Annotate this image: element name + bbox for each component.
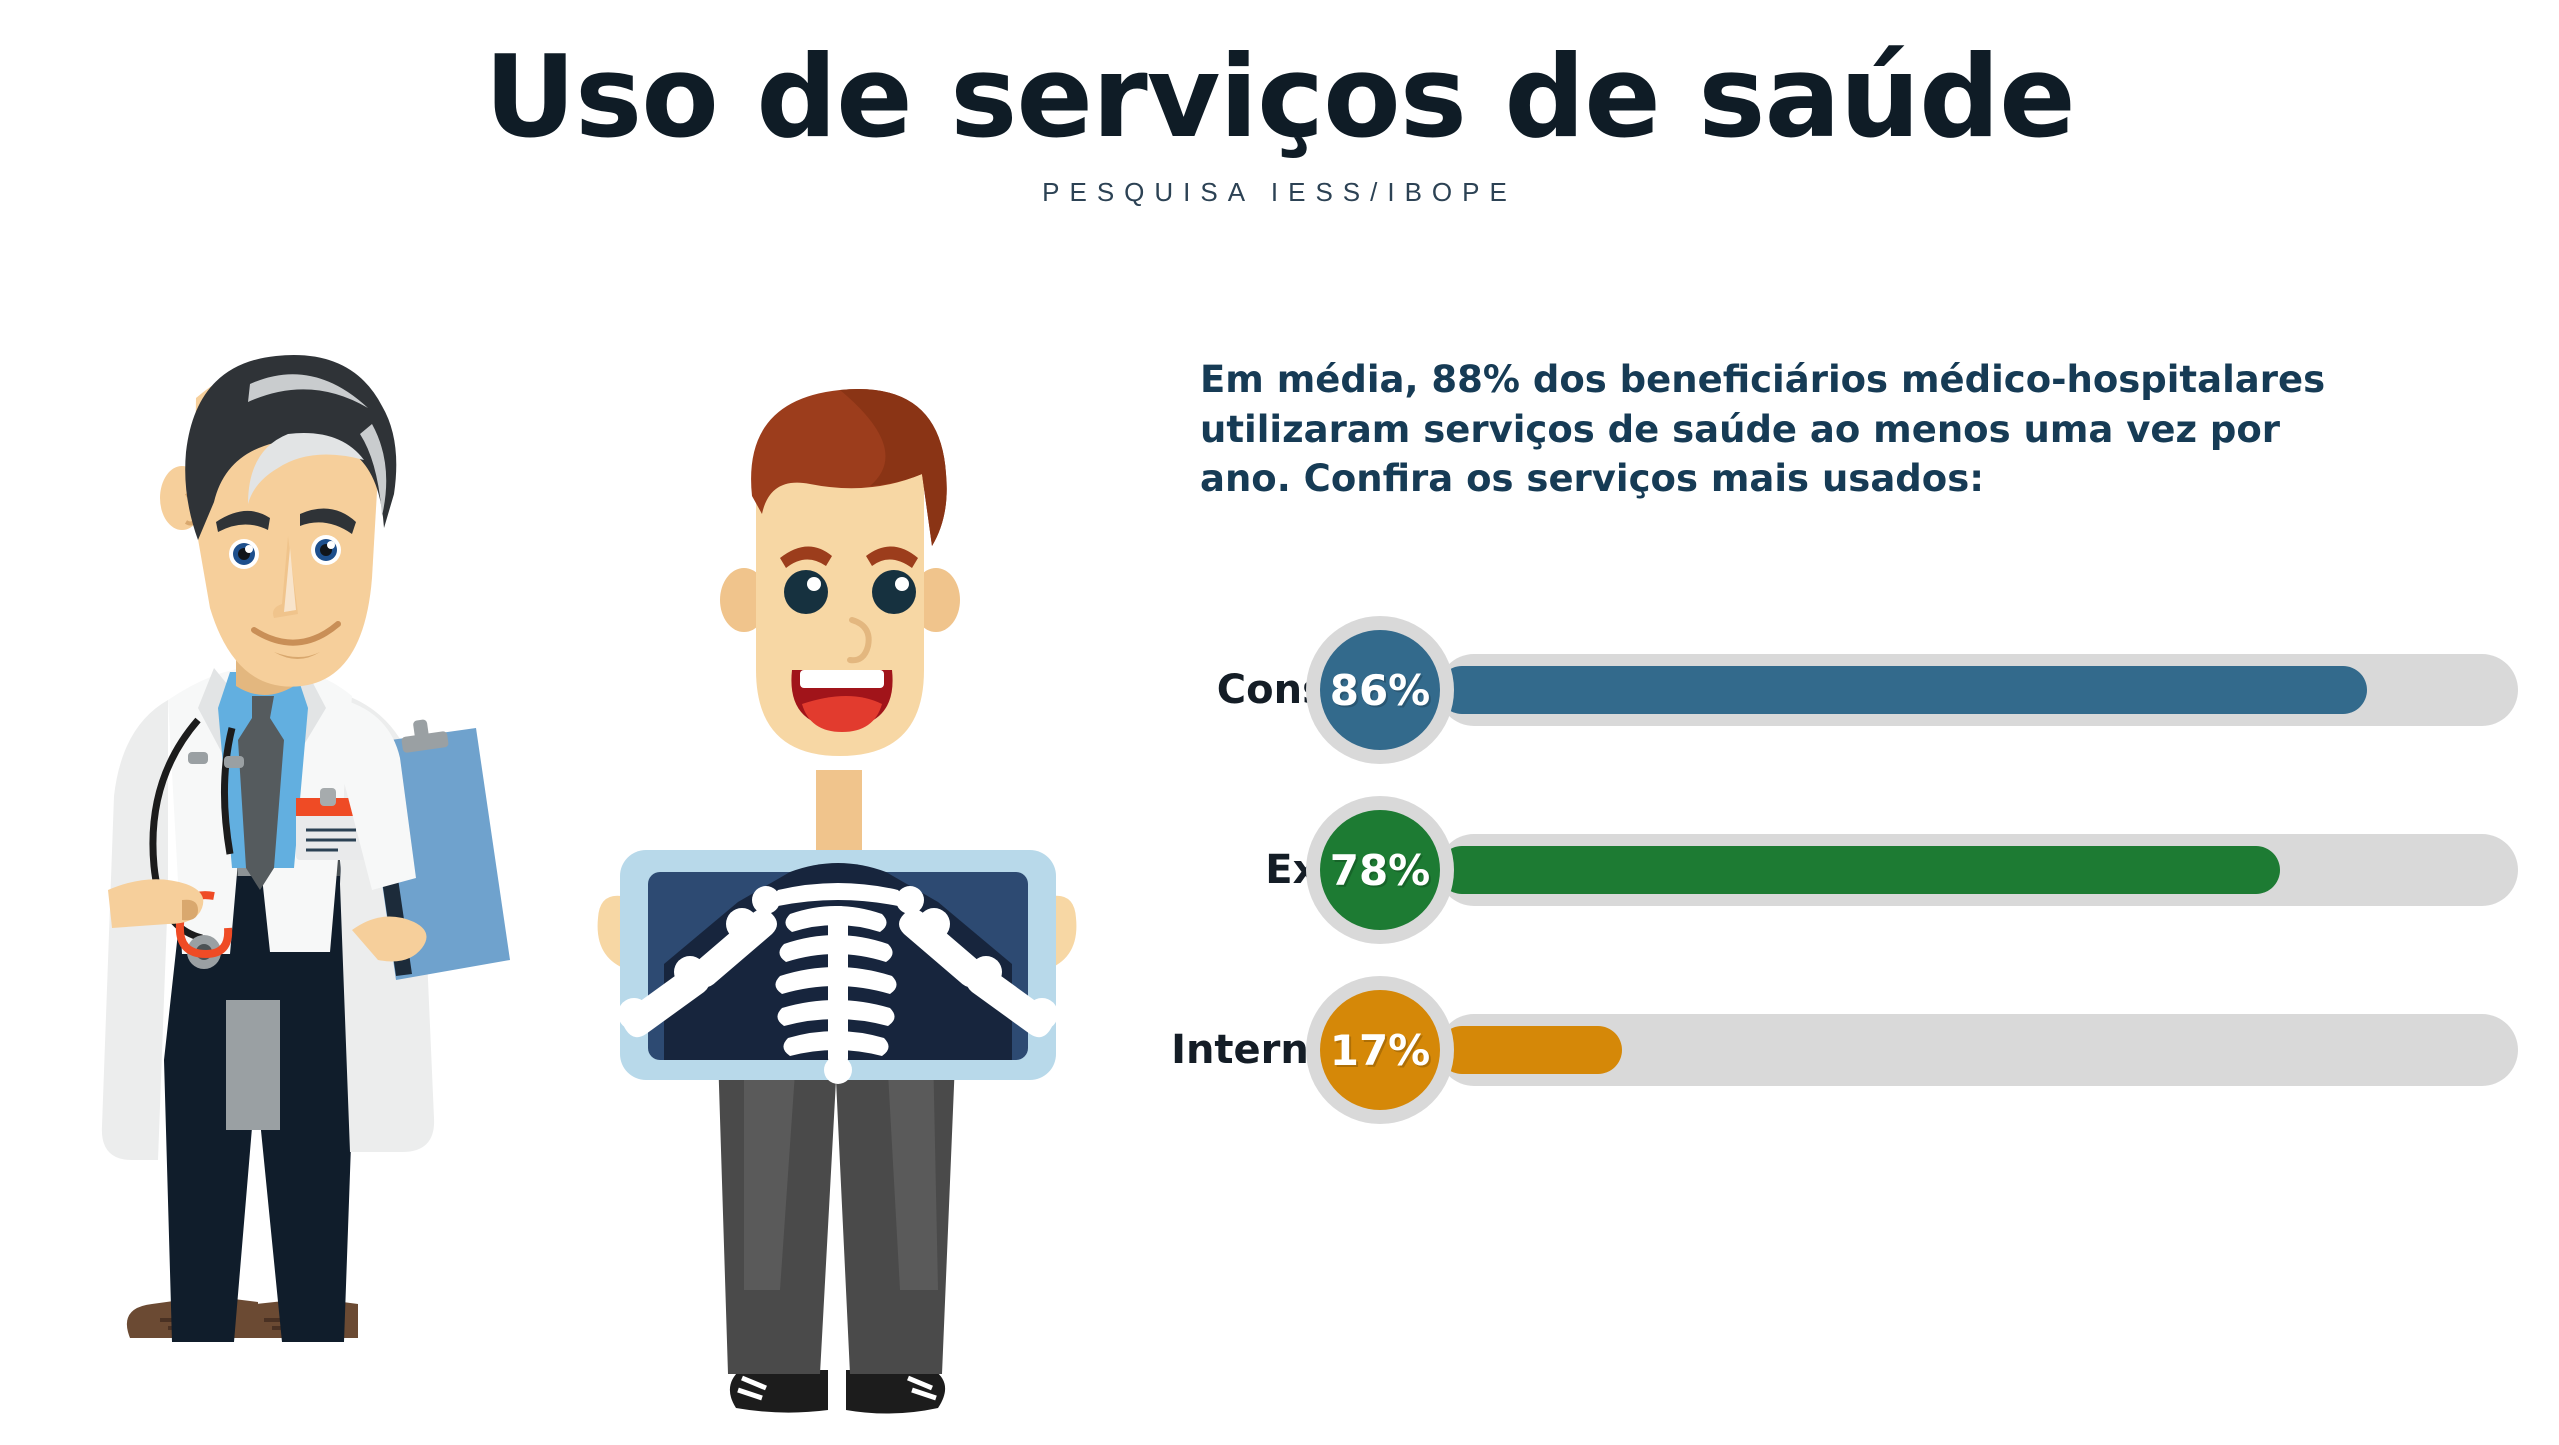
header: Uso de serviços de saúde PESQUISA IESS/I… (0, 0, 2559, 208)
bar-row-exames: Exames 78% (1190, 780, 2520, 960)
doctor-id-badge (296, 788, 366, 860)
bar-value-exames: 78% (1329, 845, 1431, 895)
doctor-head (160, 355, 397, 687)
doctor-left-hand (108, 879, 204, 928)
bar-value-internacoes: 17% (1329, 1025, 1431, 1075)
boy-head (720, 389, 960, 756)
bar-value-consultas: 86% (1329, 665, 1431, 715)
progress-bar-chart: Consultas 86% Exames 78% Internações (1171, 600, 2520, 1140)
bar-knob-exames: 78% (1320, 810, 1440, 930)
boy-shoes (729, 1370, 946, 1414)
page-title: Uso de serviços de saúde (484, 31, 2075, 163)
doctor-right-arm (342, 700, 416, 890)
content-panel: Em média, 88% dos beneficiários médico-h… (1200, 355, 2390, 504)
bar-fill-consultas (1438, 666, 2367, 714)
doctor-trousers (164, 860, 354, 1342)
doctor-illustration (101, 355, 510, 1342)
page-subtitle: PESQUISA IESS/IBOPE (1042, 176, 1517, 207)
bar-knob-consultas: 86% (1320, 630, 1440, 750)
bar-knob-internacoes: 17% (1320, 990, 1440, 1110)
bar-fill-exames (1438, 846, 2281, 894)
bar-track-exames (1438, 834, 2518, 906)
bar-track-consultas (1438, 654, 2518, 726)
skeleton-bones (618, 883, 1058, 1084)
xray-panel (618, 850, 1058, 1084)
bar-fill-internacoes (1438, 1026, 1622, 1074)
illustration-group (0, 300, 1180, 1440)
boy-neck (816, 770, 862, 850)
bar-track-internacoes (1438, 1014, 2518, 1086)
lead-paragraph: Em média, 88% dos beneficiários médico-h… (1200, 358, 2326, 501)
bar-row-internacoes: Internações 17% (1171, 960, 2520, 1140)
boy-xray-illustration (597, 389, 1077, 1414)
bar-row-consultas: Consultas 86% (1190, 600, 2520, 780)
